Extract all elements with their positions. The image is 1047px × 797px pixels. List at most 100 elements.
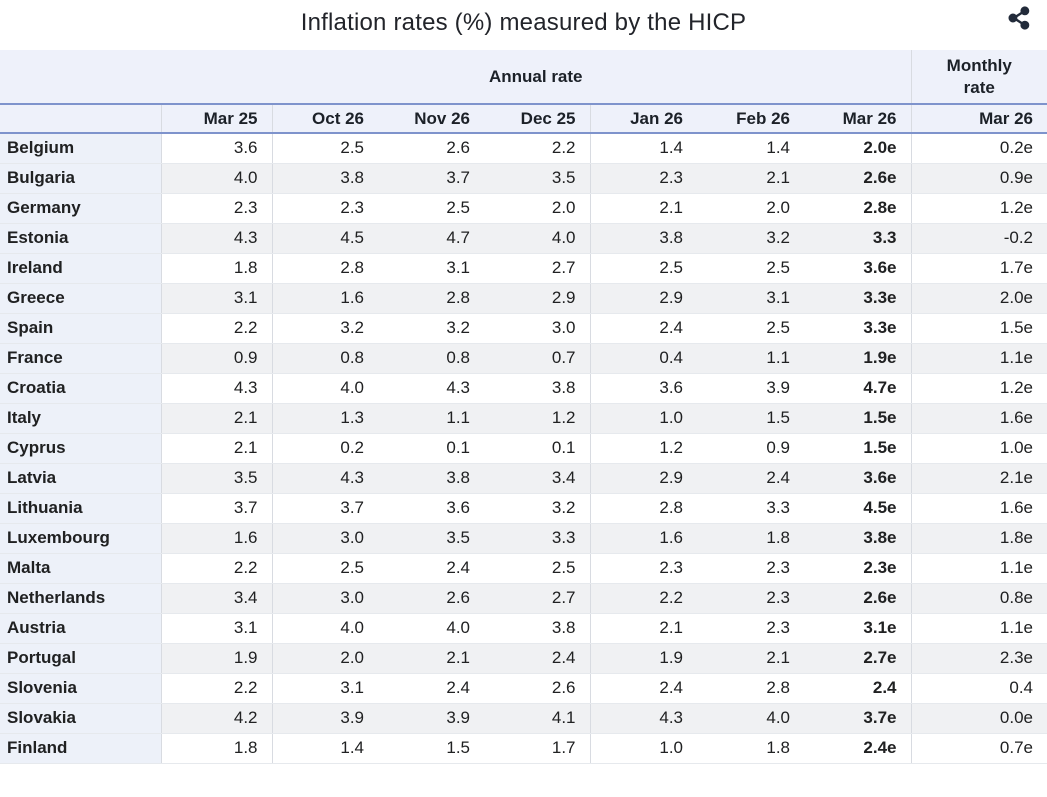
country-label: Malta [0,553,162,584]
annual-rate-cell: 1.1 [378,403,484,434]
country-label: Italy [0,403,162,434]
annual-rate-cell: 2.6 [378,133,484,164]
annual-rate-cell: 3.4 [484,463,591,494]
monthly-rate-cell: 1.8e [910,523,1047,554]
annual-rate-cell: 1.5 [378,733,484,764]
annual-rate-cell: 2.2 [161,553,273,584]
annual-rate-cell: 2.4 [590,673,697,704]
table-row: Netherlands 3.4 3.0 2.6 2.7 2.2 2.3 2.6e 0.8e [0,583,1047,614]
annual-rate-cell: 2.3 [697,613,804,644]
table-row: Finland 1.8 1.4 1.5 1.7 1.0 1.8 2.4e 0.7e [0,733,1047,764]
table-row: Austria 3.1 4.0 4.0 3.8 2.1 2.3 3.1e 1.1e [0,613,1047,644]
annual-rate-cell: 1.9 [161,643,273,674]
table-row: Slovenia 2.2 3.1 2.4 2.6 2.4 2.8 2.4 0.4 [0,673,1047,704]
annual-rate-cell: 2.4 [378,673,484,704]
annual-rate-cell: 4.0 [484,223,591,254]
column-header-nov-26: Nov 26 [378,104,484,134]
annual-rate-cell: 2.6e [804,583,911,614]
table-row: Ireland 1.8 2.8 3.1 2.7 2.5 2.5 3.6e 1.7e [0,253,1047,284]
annual-rate-cell: 2.3 [590,553,697,584]
monthly-rate-cell: 0.2e [910,133,1047,164]
column-header-jan-26: Jan 26 [590,104,697,134]
column-header-feb-26: Feb 26 [697,104,804,134]
annual-rate-cell: 3.1 [161,613,273,644]
annual-rate-cell: 1.1 [697,343,804,374]
annual-rate-cell: 1.2 [484,403,591,434]
annual-rate-cell: 2.1 [161,403,273,434]
monthly-rate-cell: 0.7e [910,733,1047,764]
corner-cell [0,50,161,105]
monthly-rate-cell: 1.0e [910,433,1047,464]
column-group-header-row: Annual rate Monthly rate [0,50,1047,105]
country-label: Greece [0,283,162,314]
annual-rate-cell: 1.9e [804,343,911,374]
annual-rate-cell: 2.7e [804,643,911,674]
annual-rate-cell: 2.9 [590,463,697,494]
annual-rate-cell: 3.2 [697,223,804,254]
annual-rate-cell: 0.9 [161,343,273,374]
annual-rate-cell: 2.2 [590,583,697,614]
annual-rate-cell: 2.9 [590,283,697,314]
annual-rate-cell: 3.1e [804,613,911,644]
annual-rate-cell: 3.6e [804,253,911,284]
monthly-rate-cell: 0.4 [910,673,1047,704]
annual-rate-cell: 3.8e [804,523,911,554]
country-label: Netherlands [0,583,162,614]
annual-rate-cell: 3.5 [378,523,484,554]
annual-rate-cell: 3.7 [272,493,378,524]
annual-rate-cell: 2.1 [590,193,697,224]
monthly-rate-cell: 1.1e [910,613,1047,644]
annual-rate-cell: 4.0 [272,613,378,644]
table-row: Spain 2.2 3.2 3.2 3.0 2.4 2.5 3.3e 1.5e [0,313,1047,344]
annual-rate-cell: 2.8 [697,673,804,704]
annual-rate-cell: 2.8 [272,253,378,284]
annual-rate-cell: 3.6 [590,373,697,404]
page-title: Inflation rates (%) measured by the HICP [300,9,747,36]
monthly-rate-cell: 1.6e [910,403,1047,434]
monthly-rate-cell: 2.0e [910,283,1047,314]
annual-rate-cell: 1.6 [590,523,697,554]
country-label: Germany [0,193,162,224]
annual-rate-cell: 3.8 [378,463,484,494]
annual-rate-cell: 0.7 [484,343,591,374]
annual-rate-cell: 3.0 [484,313,591,344]
annual-rate-cell: 3.5 [161,463,273,494]
annual-rate-cell: 2.5 [484,553,591,584]
annual-rate-cell: 2.2 [484,133,591,164]
table-row: Belgium 3.6 2.5 2.6 2.2 1.4 1.4 2.0e 0.2e [0,133,1047,164]
country-label: Belgium [0,133,162,164]
annual-rate-cell: 3.1 [697,283,804,314]
monthly-rate-cell: 1.1e [910,343,1047,374]
annual-rate-cell: 2.8 [378,283,484,314]
annual-rate-cell: 4.1 [484,703,591,734]
column-header-mar-25: Mar 25 [161,104,273,134]
annual-rate-cell: 4.5 [272,223,378,254]
monthly-rate-cell: -0.2 [910,223,1047,254]
column-header-row: Mar 25 Oct 26 Nov 26 Dec 25 Jan 26 Feb 2… [0,104,1047,134]
column-header-mar-26: Mar 26 [804,104,911,134]
share-button[interactable] [1003,3,1035,35]
annual-rate-cell: 2.2 [161,313,273,344]
header-bar: Inflation rates (%) measured by the HICP [0,0,1047,50]
annual-rate-cell: 3.3 [697,493,804,524]
table-row: Malta 2.2 2.5 2.4 2.5 2.3 2.3 2.3e 1.1e [0,553,1047,584]
country-label: France [0,343,162,374]
country-label: Croatia [0,373,162,404]
annual-rate-cell: 2.8e [804,193,911,224]
annual-rate-cell: 3.5 [484,163,591,194]
annual-rate-cell: 3.2 [484,493,591,524]
table-row: Lithuania 3.7 3.7 3.6 3.2 2.8 3.3 4.5e 1.6e [0,493,1047,524]
annual-rate-cell: 3.6 [161,133,273,164]
annual-rate-cell: 4.3 [161,373,273,404]
country-label: Lithuania [0,493,162,524]
table-row: Italy 2.1 1.3 1.1 1.2 1.0 1.5 1.5e 1.6e [0,403,1047,434]
table-body: Belgium 3.6 2.5 2.6 2.2 1.4 1.4 2.0e 0.2e Bulgari… [0,133,1047,764]
country-label: Finland [0,733,162,764]
annual-rate-cell: 3.9 [378,703,484,734]
annual-rate-cell: 0.8 [378,343,484,374]
annual-rate-cell: 1.8 [697,523,804,554]
country-label: Estonia [0,223,162,254]
annual-rate-cell: 2.4e [804,733,911,764]
country-label: Portugal [0,643,162,674]
annual-rate-cell: 3.0 [272,523,378,554]
